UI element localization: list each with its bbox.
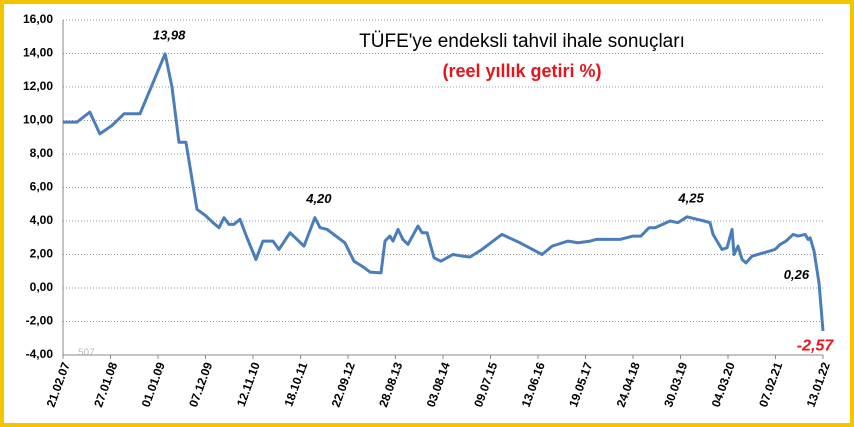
y-tick-label: 6,00	[30, 180, 54, 194]
y-tick-label: 8,00	[30, 146, 54, 160]
chart-title: TÜFE'ye endeksli tahvil ihale sonuçları	[359, 31, 685, 52]
y-tick-label: -2,00	[26, 314, 54, 328]
data-label: -2,57	[797, 337, 835, 354]
note: 507	[78, 348, 95, 359]
data-label: 13,98	[153, 27, 186, 42]
y-tick-label: -4,00	[26, 347, 54, 361]
line	[63, 52, 825, 332]
y-tick-label: 0,00	[30, 280, 54, 294]
y-tick-label: 4,00	[30, 213, 54, 227]
data-label: 0,26	[784, 267, 810, 282]
y-tick-label: 16,00	[23, 12, 53, 26]
y-tick-label: 10,00	[23, 113, 53, 127]
y-tick-label: 2,00	[30, 247, 54, 261]
y-tick-label: 14,00	[23, 46, 53, 60]
chart-subtitle: (reel yıllık getiri %)	[442, 61, 601, 81]
y-tick-label: 12,00	[23, 79, 53, 93]
data-label: 4,25	[677, 190, 704, 205]
data-label: 4,20	[305, 191, 332, 206]
